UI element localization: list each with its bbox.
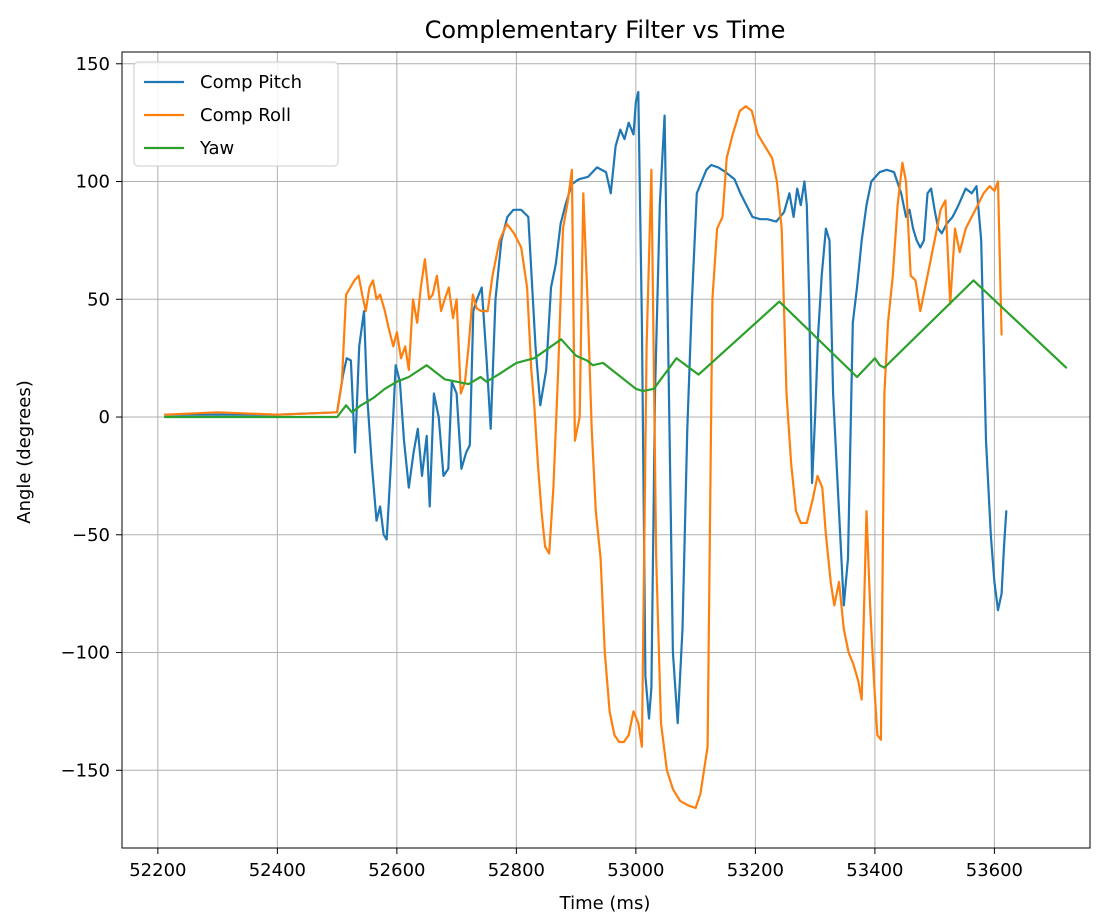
x-tick-label: 53200 [727, 860, 784, 881]
y-tick-label: −150 [61, 760, 110, 781]
x-tick-label: 52200 [129, 860, 186, 881]
x-tick-label: 52600 [368, 860, 425, 881]
legend-box [133, 61, 339, 167]
x-tick-label: 53400 [846, 860, 903, 881]
legend-label: Comp Roll [200, 105, 291, 126]
series-lines [163, 90, 1068, 810]
y-tick-label: 0 [99, 407, 110, 428]
x-axis-ticks: 52200 52400 52600 52800 53000 53200 53400 53600 [129, 848, 1023, 881]
y-tick-label: 150 [76, 54, 110, 75]
series-line-yaw [163, 279, 1068, 419]
y-tick-label: −50 [72, 525, 110, 546]
y-tick-label: 50 [87, 289, 110, 310]
y-axis-label: Angle (degrees) [14, 380, 35, 523]
x-tick-label: 53600 [966, 860, 1023, 881]
y-tick-label: 100 [76, 172, 110, 193]
legend-label: Yaw [199, 138, 234, 159]
y-axis-ticks: 150 100 50 0 −50 −100 −150 [61, 54, 122, 781]
series-line-comp-pitch [163, 90, 1008, 725]
legend: Comp Pitch Comp Roll Yaw [133, 61, 339, 167]
x-tick-label: 52800 [488, 860, 545, 881]
y-tick-label: −100 [61, 643, 110, 664]
x-tick-label: 53000 [607, 860, 664, 881]
chart-title: Complementary Filter vs Time [425, 16, 786, 44]
series-line-comp-roll [163, 105, 1003, 810]
legend-label: Comp Pitch [200, 72, 302, 93]
x-axis-label: Time (ms) [559, 893, 651, 914]
x-tick-label: 52400 [249, 860, 306, 881]
plot-frame [121, 51, 1091, 849]
plot-area [122, 52, 1090, 848]
